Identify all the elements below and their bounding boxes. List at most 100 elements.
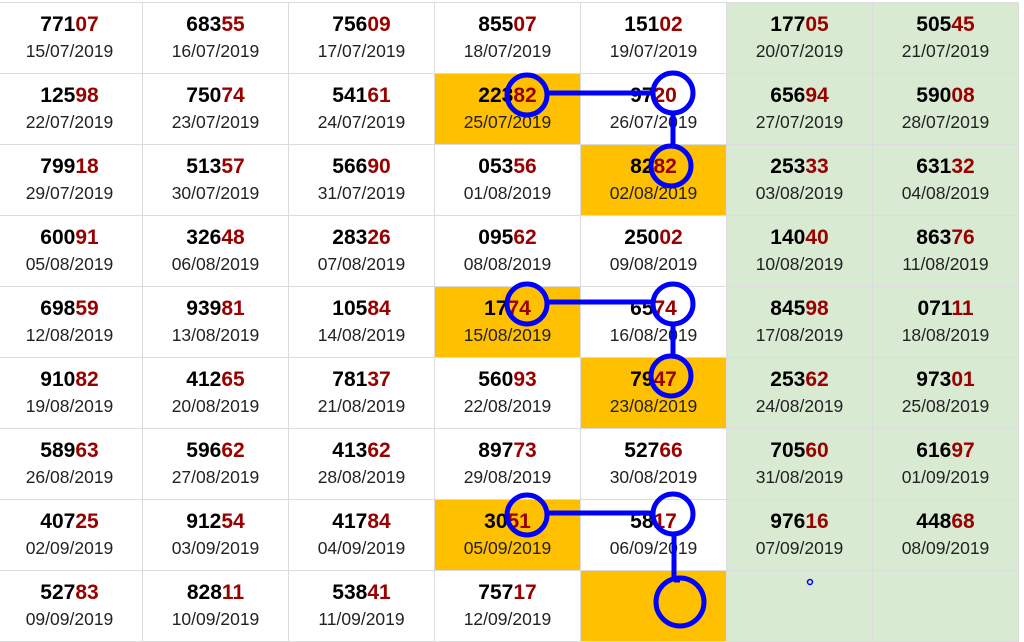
result-date: 22/07/2019: [25, 112, 114, 132]
number-head: 845: [770, 297, 806, 320]
number-head: 253: [770, 368, 806, 391]
table-row: 58963 26/08/2019 59662 27/08/2019 41362 28/08…: [0, 428, 1019, 500]
number-head: 589: [40, 439, 76, 462]
result-date: 19/07/2019: [609, 41, 698, 61]
number-head: 781: [332, 368, 368, 391]
number-tail: 56: [513, 155, 537, 178]
number-tail: 63: [75, 439, 99, 462]
result-date: 16/08/2019: [609, 325, 698, 345]
result-number: [581, 580, 726, 606]
result-number: 91254: [143, 509, 288, 535]
result-date: 14/08/2019: [317, 325, 406, 345]
number-head: 656: [770, 84, 806, 107]
result-date: 25/08/2019: [901, 396, 990, 416]
result-number: 25333: [727, 154, 872, 180]
number-head: 973: [916, 368, 952, 391]
result-number: 15102: [581, 12, 726, 38]
table-row: 91082 19/08/2019 41265 20/08/2019 78137 21/08…: [0, 357, 1019, 429]
result-date: 28/08/2019: [317, 467, 406, 487]
result-number: 1774: [435, 296, 580, 322]
result-cell: 54161 24/07/2019: [288, 73, 435, 145]
number-head: 105: [332, 297, 368, 320]
number-head: 177: [770, 13, 806, 36]
result-number: 59662: [143, 438, 288, 464]
result-cell: 85507 18/07/2019: [434, 2, 581, 74]
result-number: 56690: [289, 154, 434, 180]
number-head: 58: [630, 510, 654, 533]
number-head: 600: [40, 226, 76, 249]
number-tail: 73: [513, 439, 537, 462]
result-number: 44868: [873, 509, 1018, 535]
result-date: 06/08/2019: [171, 254, 260, 274]
result-number: 22382: [435, 83, 580, 109]
result-cell: 52783 09/09/2019: [0, 570, 143, 642]
result-date: 13/08/2019: [171, 325, 260, 345]
result-date: 02/08/2019: [609, 183, 698, 203]
number-tail: 57: [221, 155, 245, 178]
number-head: 912: [186, 510, 222, 533]
result-cell: 91254 03/09/2019: [142, 499, 289, 571]
result-number: 32648: [143, 225, 288, 251]
result-number: 07111: [873, 296, 1018, 322]
number-head: 631: [916, 155, 952, 178]
number-head: 566: [332, 155, 368, 178]
number-tail: 62: [513, 226, 537, 249]
number-head: 527: [40, 581, 76, 604]
result-cell: 50545 21/07/2019: [872, 2, 1019, 74]
result-number: 70560: [727, 438, 872, 464]
number-tail: 01: [951, 368, 975, 391]
result-date: 18/07/2019: [463, 41, 552, 61]
number-tail: 02: [659, 226, 683, 249]
number-tail: 82: [653, 155, 677, 178]
result-date: 26/08/2019: [25, 467, 114, 487]
result-date: 09/08/2019: [609, 254, 698, 274]
result-cell: 17705 20/07/2019: [726, 2, 873, 74]
result-date: 03/09/2019: [171, 538, 260, 558]
number-head: 750: [186, 84, 222, 107]
result-cell: 75717 12/09/2019: [434, 570, 581, 642]
number-head: 756: [332, 13, 368, 36]
result-cell: 59662 27/08/2019: [142, 428, 289, 500]
result-number: 40725: [0, 509, 142, 535]
result-number: [873, 580, 1018, 606]
number-tail: 32: [951, 155, 975, 178]
number-head: 596: [186, 439, 222, 462]
result-number: 91082: [0, 367, 142, 393]
result-date: 17/07/2019: [317, 41, 406, 61]
number-head: 413: [332, 439, 368, 462]
result-date: 04/08/2019: [901, 183, 990, 203]
number-tail: 11: [221, 581, 245, 604]
result-cell: 44868 08/09/2019: [872, 499, 1019, 571]
result-cell: 86376 11/08/2019: [872, 215, 1019, 287]
result-cell: 61697 01/09/2019: [872, 428, 1019, 500]
number-head: 250: [624, 226, 660, 249]
number-head: 855: [478, 13, 514, 36]
number-tail: 47: [653, 368, 677, 391]
result-cell: 28326 07/08/2019: [288, 215, 435, 287]
number-tail: 74: [221, 84, 245, 107]
result-cell: 70560 31/08/2019: [726, 428, 873, 500]
result-date: 02/09/2019: [25, 538, 114, 558]
result-date: 21/08/2019: [317, 396, 406, 416]
result-cell: 41362 28/08/2019: [288, 428, 435, 500]
number-head: 771: [40, 13, 76, 36]
result-date: 11/08/2019: [902, 254, 989, 274]
number-head: 125: [40, 84, 76, 107]
number-tail: 11: [951, 297, 974, 320]
number-tail: 51: [507, 510, 531, 533]
number-tail: 90: [367, 155, 391, 178]
result-cell: 91082 19/08/2019: [0, 357, 143, 429]
result-number: 5817: [581, 509, 726, 535]
number-tail: 45: [951, 13, 975, 36]
result-number: 77107: [0, 12, 142, 38]
result-date: 06/09/2019: [609, 538, 698, 558]
number-tail: 33: [805, 155, 829, 178]
table-row: 69859 12/08/2019 93981 13/08/2019 10584 14/08…: [0, 286, 1019, 358]
result-date: 15/08/2019: [463, 325, 552, 345]
number-head: 17: [484, 297, 508, 320]
number-tail: 62: [221, 439, 245, 462]
result-date: 10/09/2019: [171, 609, 260, 629]
result-number: 6574: [581, 296, 726, 322]
number-head: 527: [624, 439, 660, 462]
